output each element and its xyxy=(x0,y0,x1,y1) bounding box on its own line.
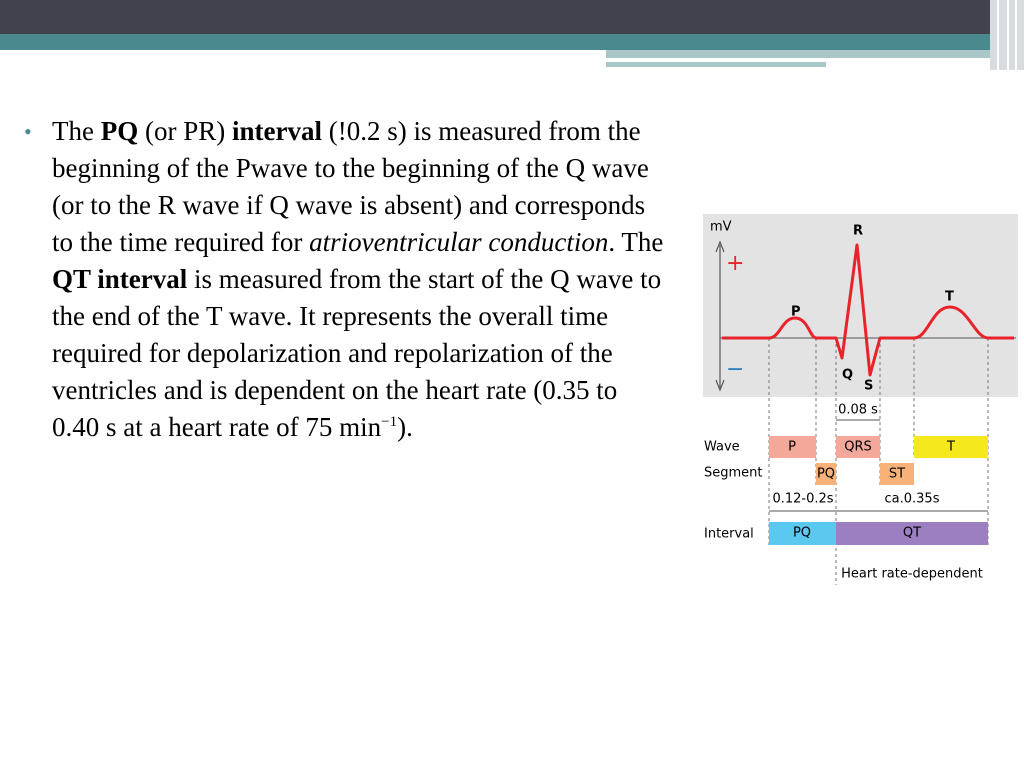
wave-label: P xyxy=(791,305,801,320)
plus-sign: + xyxy=(726,251,744,276)
box-label: ST xyxy=(889,467,905,482)
wave-label: S xyxy=(864,379,873,394)
duration-label: 0.08 s xyxy=(838,403,878,418)
text-run: PQ xyxy=(100,116,139,146)
range-label: ca.0.35s xyxy=(885,492,940,507)
box-label: P xyxy=(788,440,796,455)
note-label: Heart rate-dependent xyxy=(841,567,983,582)
text-run: (or PR) xyxy=(138,116,232,146)
ecg-diagram: mV + − P R Q S T 0.08 s Wave Segment Int… xyxy=(703,214,1018,585)
row-label: Interval xyxy=(704,527,754,542)
box-label: PQ xyxy=(793,526,811,541)
range-label: 0.12-0.2s xyxy=(772,492,833,507)
text-run: . The xyxy=(608,227,664,257)
wave-label: R xyxy=(853,224,863,239)
superscript: −1 xyxy=(381,414,398,430)
bullet-text: • The PQ (or PR) interval (!0.2 s) is me… xyxy=(24,116,664,442)
text-run: The xyxy=(52,116,101,146)
text-run: is measured from the start of the Q wave… xyxy=(52,264,662,442)
box-label: PQ xyxy=(817,467,835,482)
row-label: Wave xyxy=(704,440,740,455)
row-label: Segment xyxy=(704,466,763,481)
header-band xyxy=(0,0,1024,70)
axis-label: mV xyxy=(710,220,732,235)
box-label: QT xyxy=(903,526,921,541)
text-run: ). xyxy=(397,412,413,442)
minus-sign: − xyxy=(726,357,744,382)
text-run: interval xyxy=(231,116,322,146)
wave-label: T xyxy=(945,290,954,305)
text-run: (!0.2 s) is measured from the beginning … xyxy=(52,116,649,257)
box-label: T xyxy=(946,440,955,455)
text-run: atrioventricular conduction xyxy=(309,227,609,257)
wave-label: Q xyxy=(842,368,853,383)
text-run: QT interval xyxy=(52,264,188,294)
box-label: QRS xyxy=(844,440,872,455)
